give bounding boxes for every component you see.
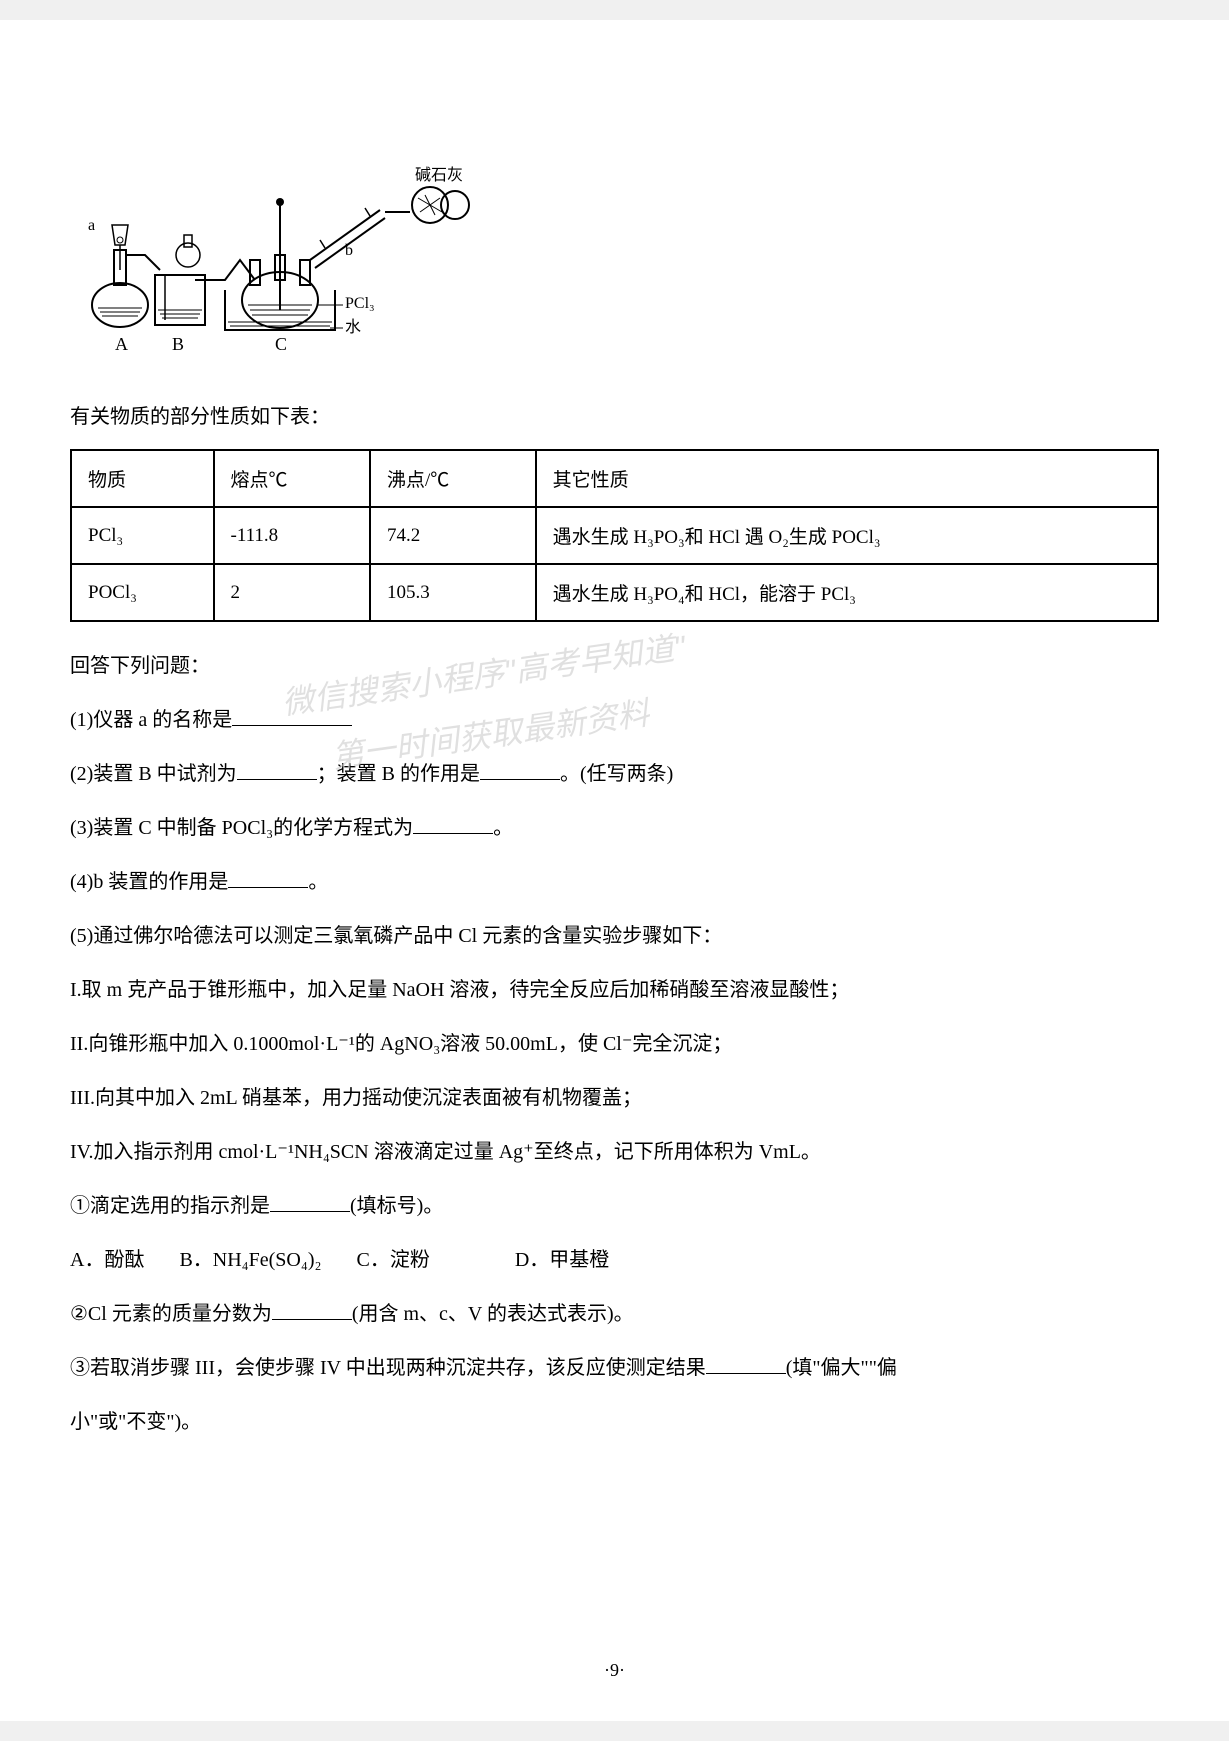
blank-fill — [480, 756, 560, 780]
step-3: III.向其中加入 2mL 硝基苯，用力摇动使沉淀表面被有机物覆盖； — [70, 1074, 1159, 1122]
q4-text-b: 。 — [308, 871, 328, 893]
th-substance: 物质 — [71, 450, 214, 507]
option-B: B．NH₄Fe(SO₄)₂ — [179, 1236, 321, 1284]
cell-substance: POCl₃ — [71, 564, 214, 621]
label-water: 水 — [345, 318, 361, 336]
q3-text-b: 。 — [493, 817, 513, 839]
question-3: (3)装置 C 中制备 POCl₃的化学方程式为 。 — [70, 804, 1159, 852]
blank-fill — [413, 810, 493, 834]
sub3-text-b: (填"偏大""偏 — [786, 1357, 897, 1379]
sub2-text-b: (用含 m、c、V 的表达式表示)。 — [352, 1303, 634, 1325]
option-D: D．甲基橙 — [515, 1236, 609, 1284]
page-number: ·9· — [0, 1660, 1229, 1681]
cell-substance: PCl₃ — [71, 507, 214, 564]
apparatus-diagram: a A B — [70, 140, 490, 360]
q4-text-a: (4)b 装置的作用是 — [70, 871, 228, 893]
sub-question-2: ②Cl 元素的质量分数为 (用含 m、c、V 的表达式表示)。 — [70, 1290, 1159, 1338]
sub1-text-b: (填标号)。 — [350, 1195, 443, 1217]
step-2: II.向锥形瓶中加入 0.1000mol·L⁻¹的 AgNO₃溶液 50.00m… — [70, 1020, 1159, 1068]
label-a: a — [88, 217, 95, 234]
cell-boiling: 105.3 — [370, 564, 536, 621]
sub-question-3b: 小"或"不变")。 — [70, 1398, 1159, 1446]
table-intro: 有关物质的部分性质如下表： — [70, 395, 1159, 439]
table-row: PCl₃ -111.8 74.2 遇水生成 H₃PO₃和 HCl 遇 O₂生成 … — [71, 507, 1158, 564]
sub2-text-a: ②Cl 元素的质量分数为 — [70, 1303, 272, 1325]
answer-intro: 回答下列问题： — [70, 642, 1159, 690]
cell-melting: -111.8 — [214, 507, 371, 564]
cell-melting: 2 — [214, 564, 371, 621]
q2-text-c: 。(任写两条) — [560, 763, 673, 785]
blank-fill — [232, 702, 352, 726]
label-pcl3: PCl₃ — [345, 295, 375, 312]
cell-other: 遇水生成 H₃PO₃和 HCl 遇 O₂生成 POCl₃ — [536, 507, 1158, 564]
apparatus-diagram-container: a A B — [70, 140, 1159, 365]
step-1: I.取 m 克产品于锥形瓶中，加入足量 NaOH 溶液，待完全反应后加稀硝酸至溶… — [70, 966, 1159, 1014]
exam-page: a A B — [0, 20, 1229, 1721]
th-melting: 熔点℃ — [214, 450, 371, 507]
question-2: (2)装置 B 中试剂为 ；装置 B 的作用是 。(任写两条) — [70, 750, 1159, 798]
q2-text-b: ；装置 B 的作用是 — [317, 763, 480, 785]
options-row: A．酚酞 B．NH₄Fe(SO₄)₂ C．淀粉 D．甲基橙 — [70, 1236, 1159, 1284]
properties-table: 物质 熔点℃ 沸点/℃ 其它性质 PCl₃ -111.8 74.2 遇水生成 H… — [70, 449, 1159, 622]
q1-text: (1)仪器 a 的名称是 — [70, 709, 232, 731]
sub-question-3a: ③若取消步骤 III，会使步骤 IV 中出现两种沉淀共存，该反应使测定结果 (填"… — [70, 1344, 1159, 1392]
th-other: 其它性质 — [536, 450, 1158, 507]
blank-fill — [706, 1350, 786, 1374]
cell-other: 遇水生成 H₃PO₄和 HCl，能溶于 PCl₃ — [536, 564, 1158, 621]
question-5: (5)通过佛尔哈德法可以测定三氯氧磷产品中 Cl 元素的含量实验步骤如下： — [70, 912, 1159, 960]
question-1: (1)仪器 a 的名称是 — [70, 696, 1159, 744]
th-boiling: 沸点/℃ — [370, 450, 536, 507]
q2-text-a: (2)装置 B 中试剂为 — [70, 763, 237, 785]
q3-text-a: (3)装置 C 中制备 POCl₃的化学方程式为 — [70, 817, 413, 839]
blank-fill — [237, 756, 317, 780]
table-header-row: 物质 熔点℃ 沸点/℃ 其它性质 — [71, 450, 1158, 507]
label-A: A — [115, 334, 128, 354]
label-B: B — [172, 334, 184, 354]
sub-question-1: ①滴定选用的指示剂是 (填标号)。 — [70, 1182, 1159, 1230]
blank-fill — [272, 1296, 352, 1320]
label-b: b — [345, 242, 353, 259]
sub3-text-a: ③若取消步骤 III，会使步骤 IV 中出现两种沉淀共存，该反应使测定结果 — [70, 1357, 706, 1379]
option-C: C．淀粉 — [356, 1236, 429, 1284]
step-4: IV.加入指示剂用 cmol·L⁻¹NH₄SCN 溶液滴定过量 Ag⁺至终点，记… — [70, 1128, 1159, 1176]
label-C: C — [275, 334, 287, 354]
blank-fill — [270, 1188, 350, 1212]
blank-fill — [228, 864, 308, 888]
label-lime: 碱石灰 — [415, 166, 463, 184]
cell-boiling: 74.2 — [370, 507, 536, 564]
option-A: A．酚酞 — [70, 1236, 144, 1284]
table-row: POCl₃ 2 105.3 遇水生成 H₃PO₄和 HCl，能溶于 PCl₃ — [71, 564, 1158, 621]
sub1-text-a: ①滴定选用的指示剂是 — [70, 1195, 270, 1217]
question-4: (4)b 装置的作用是 。 — [70, 858, 1159, 906]
